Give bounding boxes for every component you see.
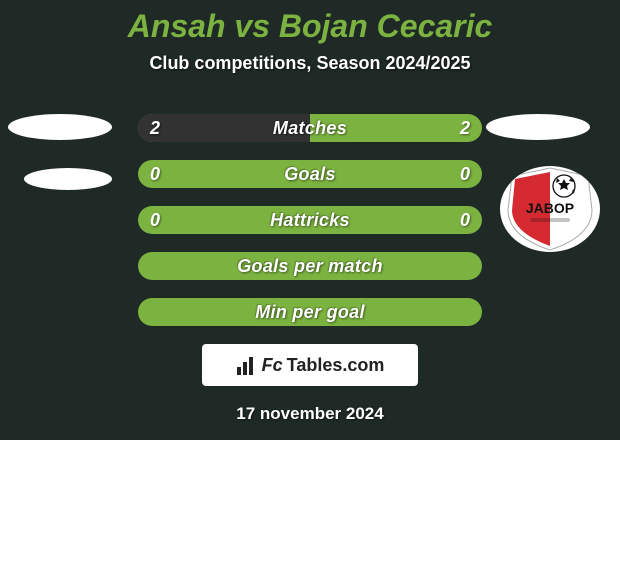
stat-label: Goals: [284, 164, 336, 185]
brand-fc: Fc: [262, 355, 283, 376]
stat-value-left: 0: [150, 210, 160, 231]
stat-row-matches: Matches 2 2: [138, 114, 482, 142]
stat-value-right: 0: [460, 164, 470, 185]
stat-row-goals: Goals 0 0: [138, 160, 482, 188]
club-logo: JABOP: [500, 166, 600, 252]
stat-row-min-per-goal: Min per goal: [138, 298, 482, 326]
stat-label: Min per goal: [255, 302, 365, 323]
stat-row-goals-per-match: Goals per match: [138, 252, 482, 280]
club-logo-svg: JABOP: [500, 166, 600, 252]
player-left-marker-2: [24, 168, 112, 190]
stat-value-right: 0: [460, 210, 470, 231]
stat-value-right: 2: [460, 118, 470, 139]
stat-label: Hattricks: [270, 210, 350, 231]
subtitle: Club competitions, Season 2024/2025: [0, 53, 620, 74]
date-text: 17 november 2024: [0, 404, 620, 424]
stat-row-hattricks: Hattricks 0 0: [138, 206, 482, 234]
page-title: Ansah vs Bojan Cecaric: [0, 0, 620, 45]
stat-label: Matches: [273, 118, 347, 139]
stat-value-left: 2: [150, 118, 160, 139]
stat-value-left: 0: [150, 164, 160, 185]
brand-badge[interactable]: FcTables.com: [202, 344, 418, 386]
brand-text: Tables.com: [287, 355, 385, 376]
svg-text:JABOP: JABOP: [526, 200, 574, 216]
stat-label: Goals per match: [237, 256, 383, 277]
bars-icon: [236, 354, 258, 376]
comparison-card: Ansah vs Bojan Cecaric Club competitions…: [0, 0, 620, 440]
player-right-marker: [486, 114, 590, 140]
player-left-marker: [8, 114, 112, 140]
bars-container: JABOP Matches 2 2 Goals 0 0 Hattricks 0 0 Goals p…: [0, 114, 620, 326]
